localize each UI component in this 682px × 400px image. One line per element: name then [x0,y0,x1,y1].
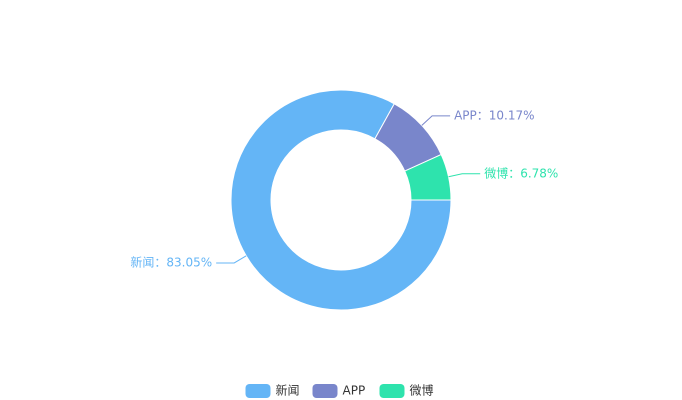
label-line [421,115,451,126]
data-label: 新闻：83.05% [130,254,212,269]
legend-label: APP [343,384,366,398]
data-label: 微博：6.78% [484,165,558,180]
legend-swatch [379,384,405,398]
legend-label: 微博 [410,383,434,398]
legend-swatch [312,384,338,398]
donut-slice [230,89,452,311]
donut-slice [404,153,452,201]
legend-label: 新闻 [276,383,300,398]
legend-swatch [245,384,271,398]
data-label: APP：10.17% [454,108,534,122]
label-line [216,255,247,264]
label-line [448,173,481,178]
